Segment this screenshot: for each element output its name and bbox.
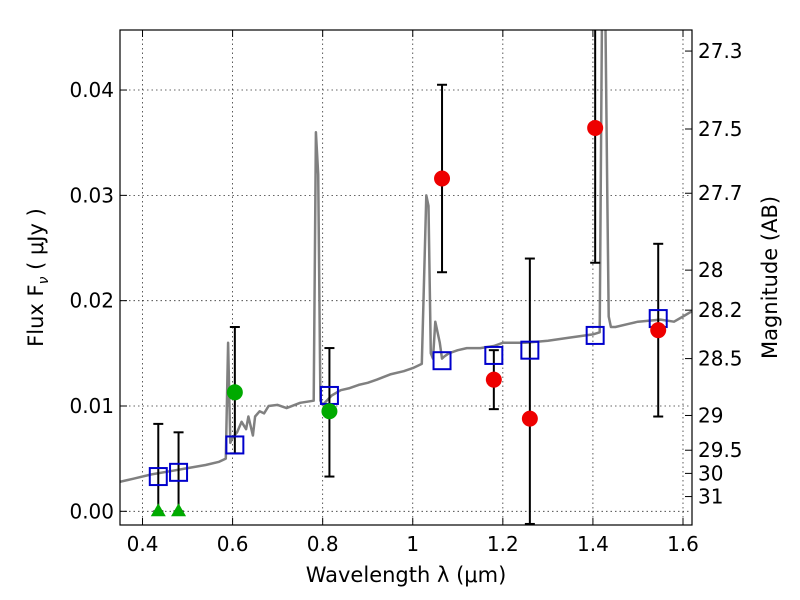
model-flux-square <box>169 462 189 482</box>
x-tick-label: 0.6 <box>217 532 249 556</box>
magnitude-tick-label: 27.5 <box>698 117 743 141</box>
magnitude-tick-label: 29.5 <box>698 438 743 462</box>
plot-frame <box>119 29 693 526</box>
magnitude-tick-label: 29 <box>698 403 723 427</box>
y-axis-label-unit: ( μJy ) <box>24 208 48 276</box>
model-flux-square <box>432 351 452 371</box>
model-flux-square <box>148 467 168 487</box>
y-axis-label: Flux Fν ( μJy ) <box>24 208 52 347</box>
magnitude-tick-label: 28 <box>698 258 723 282</box>
model-flux-square <box>585 325 605 345</box>
x-tick-label: 1.6 <box>667 532 699 556</box>
x-tick-label: 0.8 <box>307 532 339 556</box>
model-flux-square <box>520 340 540 360</box>
magnitude-tick-label: 27.3 <box>698 39 743 63</box>
magnitude-tick-label: 30 <box>698 461 723 485</box>
y-axis-label-main: Flux F <box>24 284 48 346</box>
grid <box>120 30 692 525</box>
x-axis-label: Wavelength λ (μm) <box>306 563 507 587</box>
x-tick-label: 1.4 <box>577 532 609 556</box>
upper-limit-triangle <box>171 503 187 517</box>
axis-labels: Wavelength λ (μm) Flux Fν ( μJy ) Magnit… <box>24 196 782 587</box>
green-flux-point <box>226 384 243 401</box>
red-flux-point <box>650 322 667 339</box>
x-tick-label: 1.2 <box>487 532 519 556</box>
y-axis-label-subscript: ν <box>36 276 52 284</box>
ticks: 0.4 0.6 0.8 1 1.2 1.4 1.6 0.00 0.01 0.02 0.03 0.04 2… <box>69 30 743 556</box>
magnitude-tick-label: 31 <box>698 485 723 509</box>
red-flux-point <box>485 371 502 388</box>
markers <box>148 119 668 517</box>
magnitude-axis-label: Magnitude (AB) <box>758 196 782 359</box>
model-flux-square <box>225 435 245 455</box>
error-bars <box>153 30 664 525</box>
upper-limit-triangle <box>150 503 166 517</box>
red-flux-point <box>521 410 538 427</box>
y-tick-label: 0.03 <box>69 183 114 207</box>
model-flux-square <box>484 345 504 365</box>
magnitude-tick-label: 28.5 <box>698 347 743 371</box>
y-tick-label: 0.00 <box>69 499 114 523</box>
spectrum-layer <box>120 30 692 484</box>
y-tick-label: 0.04 <box>69 78 114 102</box>
magnitude-tick-label: 27.7 <box>698 181 743 205</box>
green-flux-point <box>321 403 338 420</box>
magnitude-tick-label: 28.2 <box>698 298 743 322</box>
red-flux-point <box>434 170 451 187</box>
x-tick-label: 1 <box>406 532 419 556</box>
y-tick-label: 0.02 <box>69 289 114 313</box>
red-flux-point <box>587 119 604 136</box>
spectrum-line <box>120 30 692 484</box>
x-tick-label: 0.4 <box>127 532 159 556</box>
y-tick-label: 0.01 <box>69 394 114 418</box>
